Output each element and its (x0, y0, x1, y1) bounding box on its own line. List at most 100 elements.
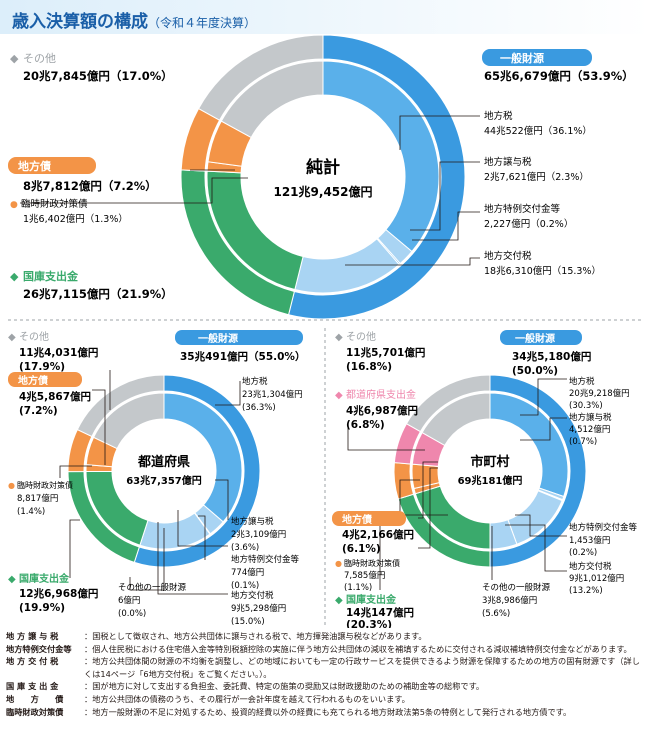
title-subtitle: （令和４年度決算） (148, 16, 257, 30)
pref-jouyo-value2: (3.6%) (231, 543, 259, 553)
city-chihouzei-value2: (30.3%) (569, 401, 603, 411)
pref-ippan-name: 一般財源 (198, 332, 238, 345)
city-ippan-value1: 34兆5,180億円 (512, 350, 591, 363)
top-other-name: その他 (23, 52, 56, 65)
footnote-key: 地 方 債 (6, 693, 64, 704)
footnote-key: 地方特例交付金等 (6, 643, 72, 654)
top-kokko-marker: ◆ (10, 270, 19, 283)
city-tokurei-name: 地方特例交付金等 (569, 522, 638, 533)
footnote-text: ：国が地方に対して支出する負担金、委託費、特定の施策の奨励又は財政援助のための補… (84, 681, 485, 692)
city-sonota-ippan-value1: 3兆8,986億円 (482, 595, 537, 606)
pref-koufuzei-value1: 9兆5,298億円 (231, 603, 286, 614)
top-ippan-value: 65兆6,679億円（53.9%） (484, 69, 634, 83)
top-chihousai-value: 8兆7,812億円（7.2%） (23, 179, 157, 193)
pref-kokko-name: 国庫支出金 (19, 572, 70, 585)
top-donut (180, 34, 466, 320)
city-kokko-value2: (20.3%) (346, 619, 392, 628)
city-koufuzei-value1: 9兆1,012億円 (569, 573, 624, 584)
donut-hole (241, 95, 405, 259)
city-rinzai-value2: (1.1%) (344, 583, 372, 593)
pref-kokko-marker: ◆ (8, 574, 16, 585)
pref-ippan-badge (175, 330, 303, 345)
footnote-row: 国 庫 支 出 金 ：国が地方に対して支出する負担金、委託費、特定の施策の奨励又は… (6, 680, 646, 693)
city-other-name: その他 (346, 330, 376, 343)
title-bar: 歳入決算額の構成（令和４年度決算） (0, 0, 650, 34)
pref-sonota-ippan-value1: 6億円 (118, 595, 140, 606)
pref-tokurei-value1: 774億円 (231, 567, 264, 578)
pref-donut (67, 374, 261, 568)
page-title: 歳入決算額の構成（令和４年度決算） (12, 7, 256, 32)
city-jouyo-value2: (0.7%) (569, 437, 597, 447)
outer-slice-3 (76, 374, 165, 438)
city-other-marker: ◆ (335, 332, 343, 343)
footnote-text: ：国税として徴収され、地方公共団体に譲与される税で、地方揮発油譲与税などがありま… (84, 631, 427, 641)
pref-center-label: 都道府県 (137, 454, 190, 470)
pref-chihouzei-value1: 23兆1,304億円 (242, 389, 303, 400)
footnote-key: 臨時財政対策債 (6, 706, 64, 717)
city-center-label: 市町村 (470, 454, 509, 470)
top-koufuzei-name: 地方交付税 (484, 250, 532, 262)
pref-ippan-value: 35兆491億円（55.0%） (180, 350, 305, 363)
footnote-row: 臨時財政対策債 ：地方一般財源の不足に対処するため、投資的経費以外の経費にも充てら… (6, 706, 646, 719)
city-chihousai-value2: (6.1%) (342, 543, 381, 555)
top-rinzai-name: 臨時財政対策債 (21, 198, 88, 210)
pref-chihousai-value1: 4兆5,867億円 (19, 390, 91, 403)
city-tokurei-value2: (0.2%) (569, 548, 597, 558)
city-center-value: 69兆181億円 (458, 474, 523, 487)
city-rinzai-marker: ● (335, 559, 342, 568)
city-rinzai-value1: 7,585億円 (344, 570, 385, 581)
pref-rinzai-name: 臨時財政対策債 (17, 480, 73, 490)
pref-koufuzei-name: 地方交付税 (231, 590, 274, 601)
top-kokko-value: 26兆7,115億円（21.9%） (23, 287, 173, 301)
outer-slice-2 (393, 462, 415, 500)
pref-jouyo-value1: 2兆3,109億円 (231, 529, 286, 540)
city-rinzai-name: 臨時財政対策債 (344, 558, 400, 568)
footnote-text: ：地方公共団体の債務のうち、その履行が一会計年度を越えて行われるものをいいます。 (84, 693, 410, 704)
city-other-value1: 11兆5,701億円 (346, 346, 425, 359)
footnote-key: 国 庫 支 出 金 (6, 681, 59, 692)
pref-sonota-ippan-value2: (0.0%) (118, 609, 146, 619)
pref-rinzai-value1: 8,817億円 (17, 493, 58, 504)
city-donut (393, 374, 587, 568)
pref-koufuzei-value2: (15.0%) (231, 617, 265, 627)
city-jouyo-value1: 4,512億円 (569, 424, 610, 435)
pref-chihousai-name: 地方債 (18, 374, 48, 387)
top-koufuzei-value: 18兆6,310億円（15.3%） (484, 265, 601, 277)
pref-kokko-value1: 12兆6,968億円 (19, 587, 98, 600)
donut-hole (438, 419, 542, 523)
leader-lines (20, 115, 567, 595)
top-chihouzei-name: 地方税 (484, 110, 513, 122)
top-chihouzei-value: 44兆522億円（36.1%） (484, 125, 592, 137)
outer-slice-4 (405, 374, 491, 433)
pref-chihousai-value2: (7.2%) (19, 405, 58, 417)
pref-center-value: 63兆7,357億円 (126, 474, 202, 487)
city-other-value2: (16.8%) (346, 361, 392, 373)
top-rinzai-value: 1兆6,402億円（1.3%） (23, 213, 128, 225)
city-todofuken-name: 都道府県支出金 (346, 388, 416, 401)
footnote-text: ：地方一般財源の不足に対処するため、投資的経費以外の経費にも充てられる地方財政法… (84, 706, 572, 717)
footnote-row: 地 方 債 ：地方公共団体の債務のうち、その履行が一会計年度を越えて行われるものを… (6, 693, 646, 706)
footnote-row: 地方特例交付金等 ：個人住民税における住宅借入金等特別税額控除の実施に伴う地方公共… (6, 643, 646, 656)
city-chihouzei-name: 地方税 (569, 376, 595, 387)
pref-chihousai-badge (8, 372, 82, 387)
pref-tokurei-value2: (0.1%) (231, 581, 259, 591)
city-kokko-name: 国庫支出金 (346, 593, 397, 606)
pref-other-name: その他 (19, 330, 49, 343)
city-chihousai-value1: 4兆2,166億円 (342, 528, 414, 541)
city-sonota-ippan-value2: (5.6%) (482, 609, 510, 619)
city-chihouzei-value1: 20兆9,218億円 (569, 388, 630, 399)
footnote-row: 地 方 譲 与 税 ：国税として徴収され、地方公共団体に譲与される税で、地方揮発油… (6, 630, 646, 643)
pref-sonota-ippan-name: その他の一般財源 (118, 582, 187, 593)
footnote-text: ：個人住民税における住宅借入金等特別税額控除の実施に伴う地方公共団体の減収を補填… (84, 643, 632, 654)
top-tokurei-name: 地方特例交付金等 (484, 203, 561, 215)
top-other-marker: ◆ (10, 52, 19, 65)
top-chihousai-name: 地方債 (18, 159, 51, 173)
top-jouyo-name: 地方譲与税 (484, 156, 532, 168)
top-chihousai-badge (8, 157, 96, 174)
city-todofuken-marker: ◆ (335, 390, 343, 401)
top-jouyo-value: 2兆7,621億円（2.3%） (484, 171, 589, 183)
top-rinzai-marker: ● (10, 200, 18, 210)
pref-other-marker: ◆ (8, 332, 16, 343)
top-other-value: 20兆7,845億円（17.0%） (23, 69, 173, 83)
pref-other-value1: 11兆4,031億円 (19, 346, 98, 359)
